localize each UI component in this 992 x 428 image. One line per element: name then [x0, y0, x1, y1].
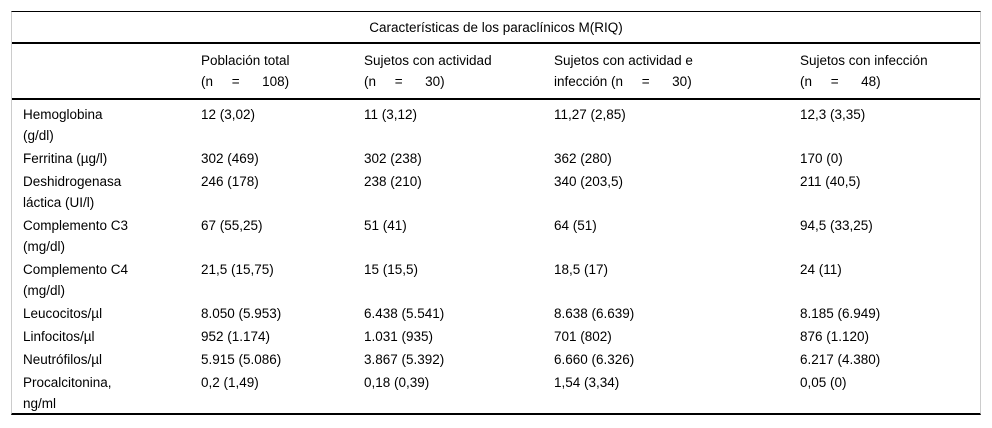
row-label-hemoglobina: Hemoglobina (g/dl) — [23, 107, 103, 143]
row-label-neutrofilos: Neutrófilos/µl — [23, 352, 103, 367]
table-cell: 701 (802) — [554, 329, 612, 344]
table-cell: 302 (469) — [201, 151, 259, 166]
column-header-sujetos-actividad-infeccion: Sujetos con actividad e infección (n = 3… — [554, 53, 693, 89]
row-label-deshidrogenasa-lactica: Deshidrogenasa láctica (UI/l) — [23, 174, 122, 210]
table-header-row: Población total (n = 108) Sujetos con ac… — [12, 44, 980, 100]
table-cell: 0,18 (0,39) — [364, 375, 430, 390]
table-cell: 1.031 (935) — [364, 329, 434, 344]
row-label-ferritina: Ferritina (µg/l) — [23, 151, 108, 166]
table-cell: 6.660 (6.326) — [554, 352, 635, 367]
table-cell: 67 (55,25) — [201, 218, 263, 233]
table-cell: 340 (203,5) — [554, 174, 624, 189]
table-cell: 0,05 (0) — [800, 375, 847, 390]
column-header-sujetos-infeccion: Sujetos con infección (n = 48) — [800, 53, 928, 89]
column-header-blank — [12, 50, 201, 92]
table-cell: 8.638 (6.639) — [554, 306, 635, 321]
column-header-sujetos-actividad: Sujetos con actividad (n = 30) — [364, 53, 492, 89]
table-cell: 11,27 (2,85) — [554, 107, 626, 122]
table-cell: 11 (3,12) — [364, 107, 418, 122]
row-label-complemento-c3: Complemento C3 (mg/dl) — [23, 218, 129, 254]
table-cell: 12 (3,02) — [201, 107, 256, 122]
table-cell: 5.915 (5.086) — [201, 352, 282, 367]
table-cell: 170 (0) — [800, 151, 843, 166]
table-cell: 24 (11) — [800, 262, 842, 277]
row-label-complemento-c4: Complemento C4 (mg/dl) — [23, 262, 129, 298]
table-cell: 3.867 (5.392) — [364, 352, 445, 367]
table-title: Características de los paraclínicos M(RI… — [12, 12, 980, 44]
table-cell: 1,54 (3,34) — [554, 375, 620, 390]
table-body: Hemoglobina (g/dl) 12 (3,02) 11 (3,12) 1… — [12, 100, 980, 416]
table-cell: 18,5 (17) — [554, 262, 609, 277]
table-cell: 94,5 (33,25) — [800, 218, 873, 233]
table-cell: 15 (15,5) — [364, 262, 419, 277]
table-cell: 0,2 (1,49) — [201, 375, 259, 390]
table-cell: 6.438 (5.541) — [364, 306, 445, 321]
row-label-procalcitonina: Procalcitonina, ng/ml — [23, 375, 112, 411]
table-cell: 302 (238) — [364, 151, 422, 166]
table-cell: 64 (51) — [554, 218, 597, 233]
table-cell: 952 (1.174) — [201, 329, 271, 344]
table-cell: 21,5 (15,75) — [201, 262, 274, 277]
table-cell: 362 (280) — [554, 151, 612, 166]
table-cell: 8.050 (5.953) — [201, 306, 282, 321]
table-cell: 211 (40,5) — [800, 174, 861, 189]
table-cell: 51 (41) — [364, 218, 407, 233]
table-cell: 238 (210) — [364, 174, 422, 189]
column-header-poblacion-total: Población total (n = 108) — [201, 53, 290, 89]
row-label-linfocitos: Linfocitos/µl — [23, 329, 95, 344]
row-label-leucocitos: Leucocitos/µl — [23, 306, 103, 321]
table-cell: 876 (1.120) — [800, 329, 870, 344]
table-cell: 6.217 (4.380) — [800, 352, 881, 367]
table-cell: 12,3 (3,35) — [800, 107, 866, 122]
paraclinical-characteristics-table: Características de los paraclínicos M(RI… — [11, 11, 981, 415]
table-cell: 246 (178) — [201, 174, 259, 189]
table-cell: 8.185 (6.949) — [800, 306, 881, 321]
